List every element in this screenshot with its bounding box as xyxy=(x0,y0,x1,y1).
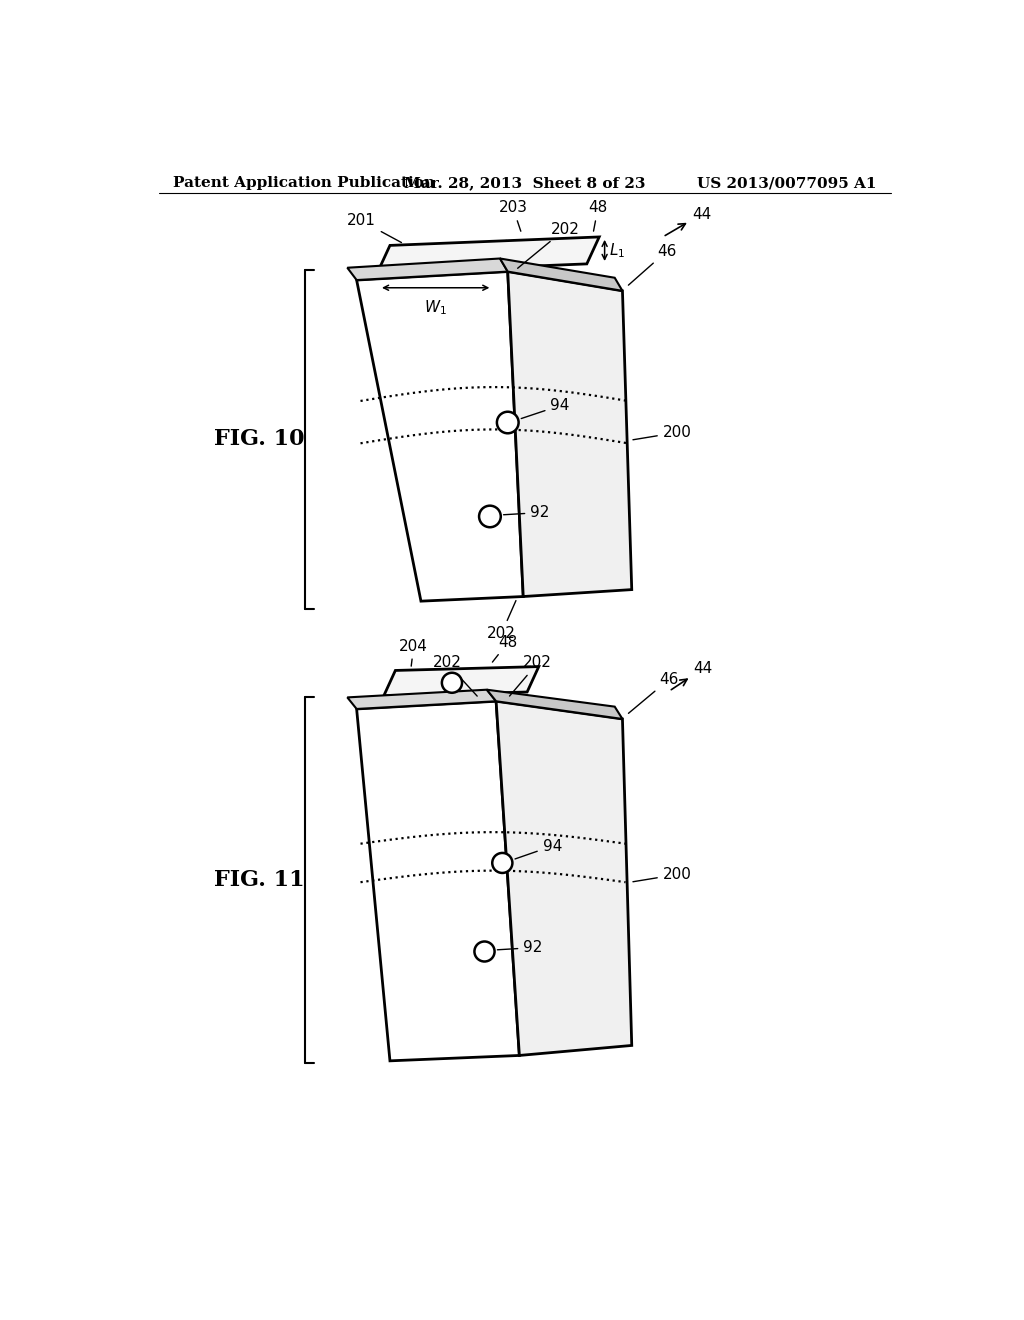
Polygon shape xyxy=(356,701,519,1061)
Text: 94: 94 xyxy=(515,838,562,859)
Text: Patent Application Publication: Patent Application Publication xyxy=(173,176,435,190)
Text: 204: 204 xyxy=(399,639,428,667)
Circle shape xyxy=(442,673,462,693)
Text: 48: 48 xyxy=(493,635,518,663)
Polygon shape xyxy=(356,272,523,601)
Text: FIG. 11: FIG. 11 xyxy=(214,870,305,891)
Text: 94: 94 xyxy=(521,399,569,418)
Polygon shape xyxy=(496,701,632,1056)
Polygon shape xyxy=(508,272,632,597)
Text: 201: 201 xyxy=(347,214,401,243)
Text: 44: 44 xyxy=(672,661,713,690)
Text: Mar. 28, 2013  Sheet 8 of 23: Mar. 28, 2013 Sheet 8 of 23 xyxy=(404,176,645,190)
Polygon shape xyxy=(500,259,623,290)
Text: 202: 202 xyxy=(432,656,477,696)
Text: 48: 48 xyxy=(589,201,607,231)
Text: FIG. 10: FIG. 10 xyxy=(214,429,305,450)
Text: $W_1$: $W_1$ xyxy=(424,298,447,317)
Polygon shape xyxy=(378,238,599,272)
Text: 92: 92 xyxy=(498,940,543,956)
Text: 202: 202 xyxy=(487,601,516,640)
Text: 202: 202 xyxy=(510,656,552,696)
Text: 203: 203 xyxy=(499,201,527,231)
Text: 200: 200 xyxy=(633,425,691,440)
Circle shape xyxy=(474,941,495,961)
Circle shape xyxy=(493,853,512,873)
Text: 44: 44 xyxy=(666,206,712,235)
Polygon shape xyxy=(347,689,496,709)
Text: 46: 46 xyxy=(629,243,677,285)
Text: $L_1$: $L_1$ xyxy=(609,242,626,260)
Polygon shape xyxy=(347,259,508,280)
Text: 200: 200 xyxy=(633,867,691,882)
Circle shape xyxy=(479,506,501,527)
Circle shape xyxy=(497,412,518,433)
Polygon shape xyxy=(486,689,623,719)
Polygon shape xyxy=(384,667,539,696)
Text: 202: 202 xyxy=(518,222,580,268)
Text: 92: 92 xyxy=(504,506,550,520)
Text: 46: 46 xyxy=(629,672,679,713)
Text: US 2013/0077095 A1: US 2013/0077095 A1 xyxy=(697,176,877,190)
